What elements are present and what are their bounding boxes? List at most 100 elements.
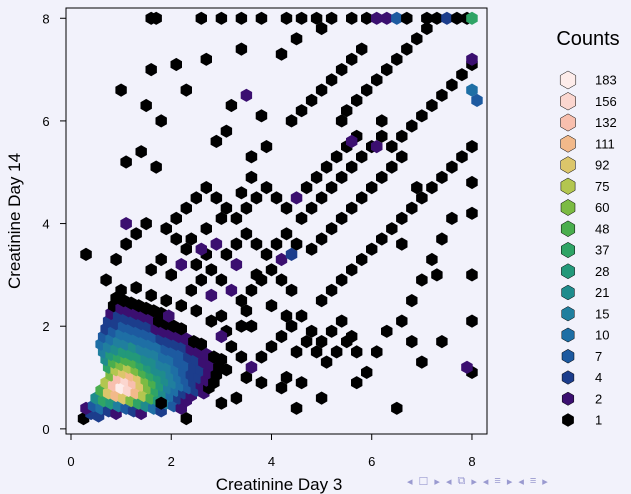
- hex-cell: [115, 83, 127, 97]
- hex-cell: [130, 281, 142, 295]
- nav-left4-icon[interactable]: ◂: [518, 475, 524, 488]
- hex-cell: [200, 181, 212, 195]
- legend-label: 156: [595, 94, 617, 109]
- hex-cell: [406, 119, 418, 133]
- nav-left-icon[interactable]: ◂: [407, 475, 413, 488]
- nav-right3-icon[interactable]: ▸: [506, 475, 513, 488]
- hex-cell: [260, 140, 273, 154]
- hex-cell: [315, 391, 328, 405]
- hex-cell: [215, 309, 228, 323]
- hex-cell: [265, 263, 278, 277]
- hex-cell: [285, 319, 298, 333]
- hex-cell: [170, 57, 182, 72]
- hex-cell: [135, 145, 147, 159]
- hex-cell: [275, 252, 288, 267]
- legend-swatch: [560, 113, 576, 132]
- hex-cell: [220, 247, 233, 261]
- hex-cell: [230, 391, 243, 405]
- hex-cell: [330, 345, 343, 359]
- hex-cell: [155, 396, 167, 410]
- hex-cell: [346, 201, 358, 215]
- hex-cell: [195, 11, 207, 25]
- hex-cell: [305, 93, 318, 107]
- hex-cell: [391, 52, 403, 66]
- hex-cell: [290, 401, 303, 415]
- hex-cell: [416, 191, 428, 205]
- nav-left3-icon[interactable]: ◂: [482, 475, 489, 488]
- hex-cell: [235, 186, 248, 200]
- hex-cell: [401, 11, 413, 25]
- hex-cell: [190, 304, 202, 318]
- hex-cell: [325, 181, 338, 195]
- hex-cell: [396, 314, 408, 328]
- legend-label: 60: [595, 200, 609, 215]
- hex-cell: [315, 335, 328, 349]
- nav-right-icon[interactable]: ▸: [434, 475, 440, 488]
- hex-cell: [270, 237, 283, 251]
- hex-cell: [215, 211, 228, 225]
- hex-cell: [376, 170, 388, 184]
- hex-cell: [466, 140, 478, 154]
- hex-cell: [466, 314, 478, 328]
- hex-cell: [295, 376, 308, 390]
- hex-cell: [220, 201, 233, 215]
- hex-cell: [170, 232, 182, 246]
- legend-label: 1: [595, 413, 602, 428]
- hex-cell: [260, 247, 273, 261]
- y-tick-label: 2: [42, 319, 49, 334]
- y-axis-label: Creatinine Day 14: [5, 153, 24, 289]
- hex-cell: [376, 129, 388, 143]
- hex-cell: [466, 83, 478, 97]
- legend-swatch: [560, 177, 576, 195]
- hex-cell: [200, 222, 212, 236]
- hex-cell: [245, 283, 258, 297]
- hex-cell: [310, 170, 323, 184]
- hex-cell: [305, 201, 318, 215]
- hex-cell: [230, 211, 243, 225]
- hex-cell: [145, 263, 157, 277]
- hex-cell: [290, 345, 303, 359]
- hex-cell: [180, 83, 192, 97]
- hex-cell: [371, 345, 383, 359]
- nav-right2-icon[interactable]: ▸: [471, 475, 477, 488]
- hex-cell: [115, 283, 127, 297]
- hex-cell: [295, 11, 308, 25]
- hex-cell: [361, 365, 373, 379]
- hex-cell: [441, 11, 453, 25]
- hex-cell: [225, 283, 238, 297]
- nav-section-icon[interactable]: ⧉: [457, 474, 466, 487]
- hex-cell: [250, 191, 263, 205]
- hex-cell: [325, 11, 338, 25]
- hex-cell: [140, 217, 152, 231]
- hex-cell: [215, 273, 228, 287]
- hex-cell: [155, 114, 167, 128]
- hex-cell: [255, 350, 268, 364]
- x-tick-label: 2: [168, 454, 175, 469]
- nav-left2-icon[interactable]: ◂: [445, 475, 452, 488]
- hex-cell: [466, 52, 478, 66]
- nav-frame-icon[interactable]: ☐: [418, 475, 429, 488]
- nav-doc-icon[interactable]: ≡: [529, 475, 537, 487]
- hex-cell: [396, 150, 408, 164]
- x-axis: 0 2 4 6 8: [67, 434, 476, 469]
- nav-sub-icon[interactable]: ≡: [494, 475, 501, 487]
- y-axis: 0 2 4 6 8: [42, 11, 66, 437]
- hex-cell: [80, 247, 92, 261]
- hex-cell: [240, 304, 253, 318]
- legend-label: 2: [595, 391, 602, 406]
- hex-cell: [215, 396, 228, 410]
- hex-cell: [346, 11, 358, 25]
- hex-cell: [185, 283, 197, 297]
- hex-cell: [185, 232, 197, 246]
- hex-cell: [195, 242, 207, 256]
- hex-cell: [396, 129, 408, 143]
- hex-cell: [230, 237, 243, 251]
- legend-label: 7: [595, 349, 602, 364]
- hex-cell: [145, 288, 157, 302]
- nav-right4-icon[interactable]: ▸: [542, 475, 548, 488]
- beamer-navigation[interactable]: ◂ ☐ ▸ ◂ ⧉ ▸ ◂ ≡ ▸ ◂ ≡ ▸: [407, 470, 617, 492]
- hex-cell: [426, 181, 438, 195]
- hex-cell: [160, 222, 172, 236]
- hex-cell: [351, 345, 363, 359]
- hex-cell: [451, 11, 463, 25]
